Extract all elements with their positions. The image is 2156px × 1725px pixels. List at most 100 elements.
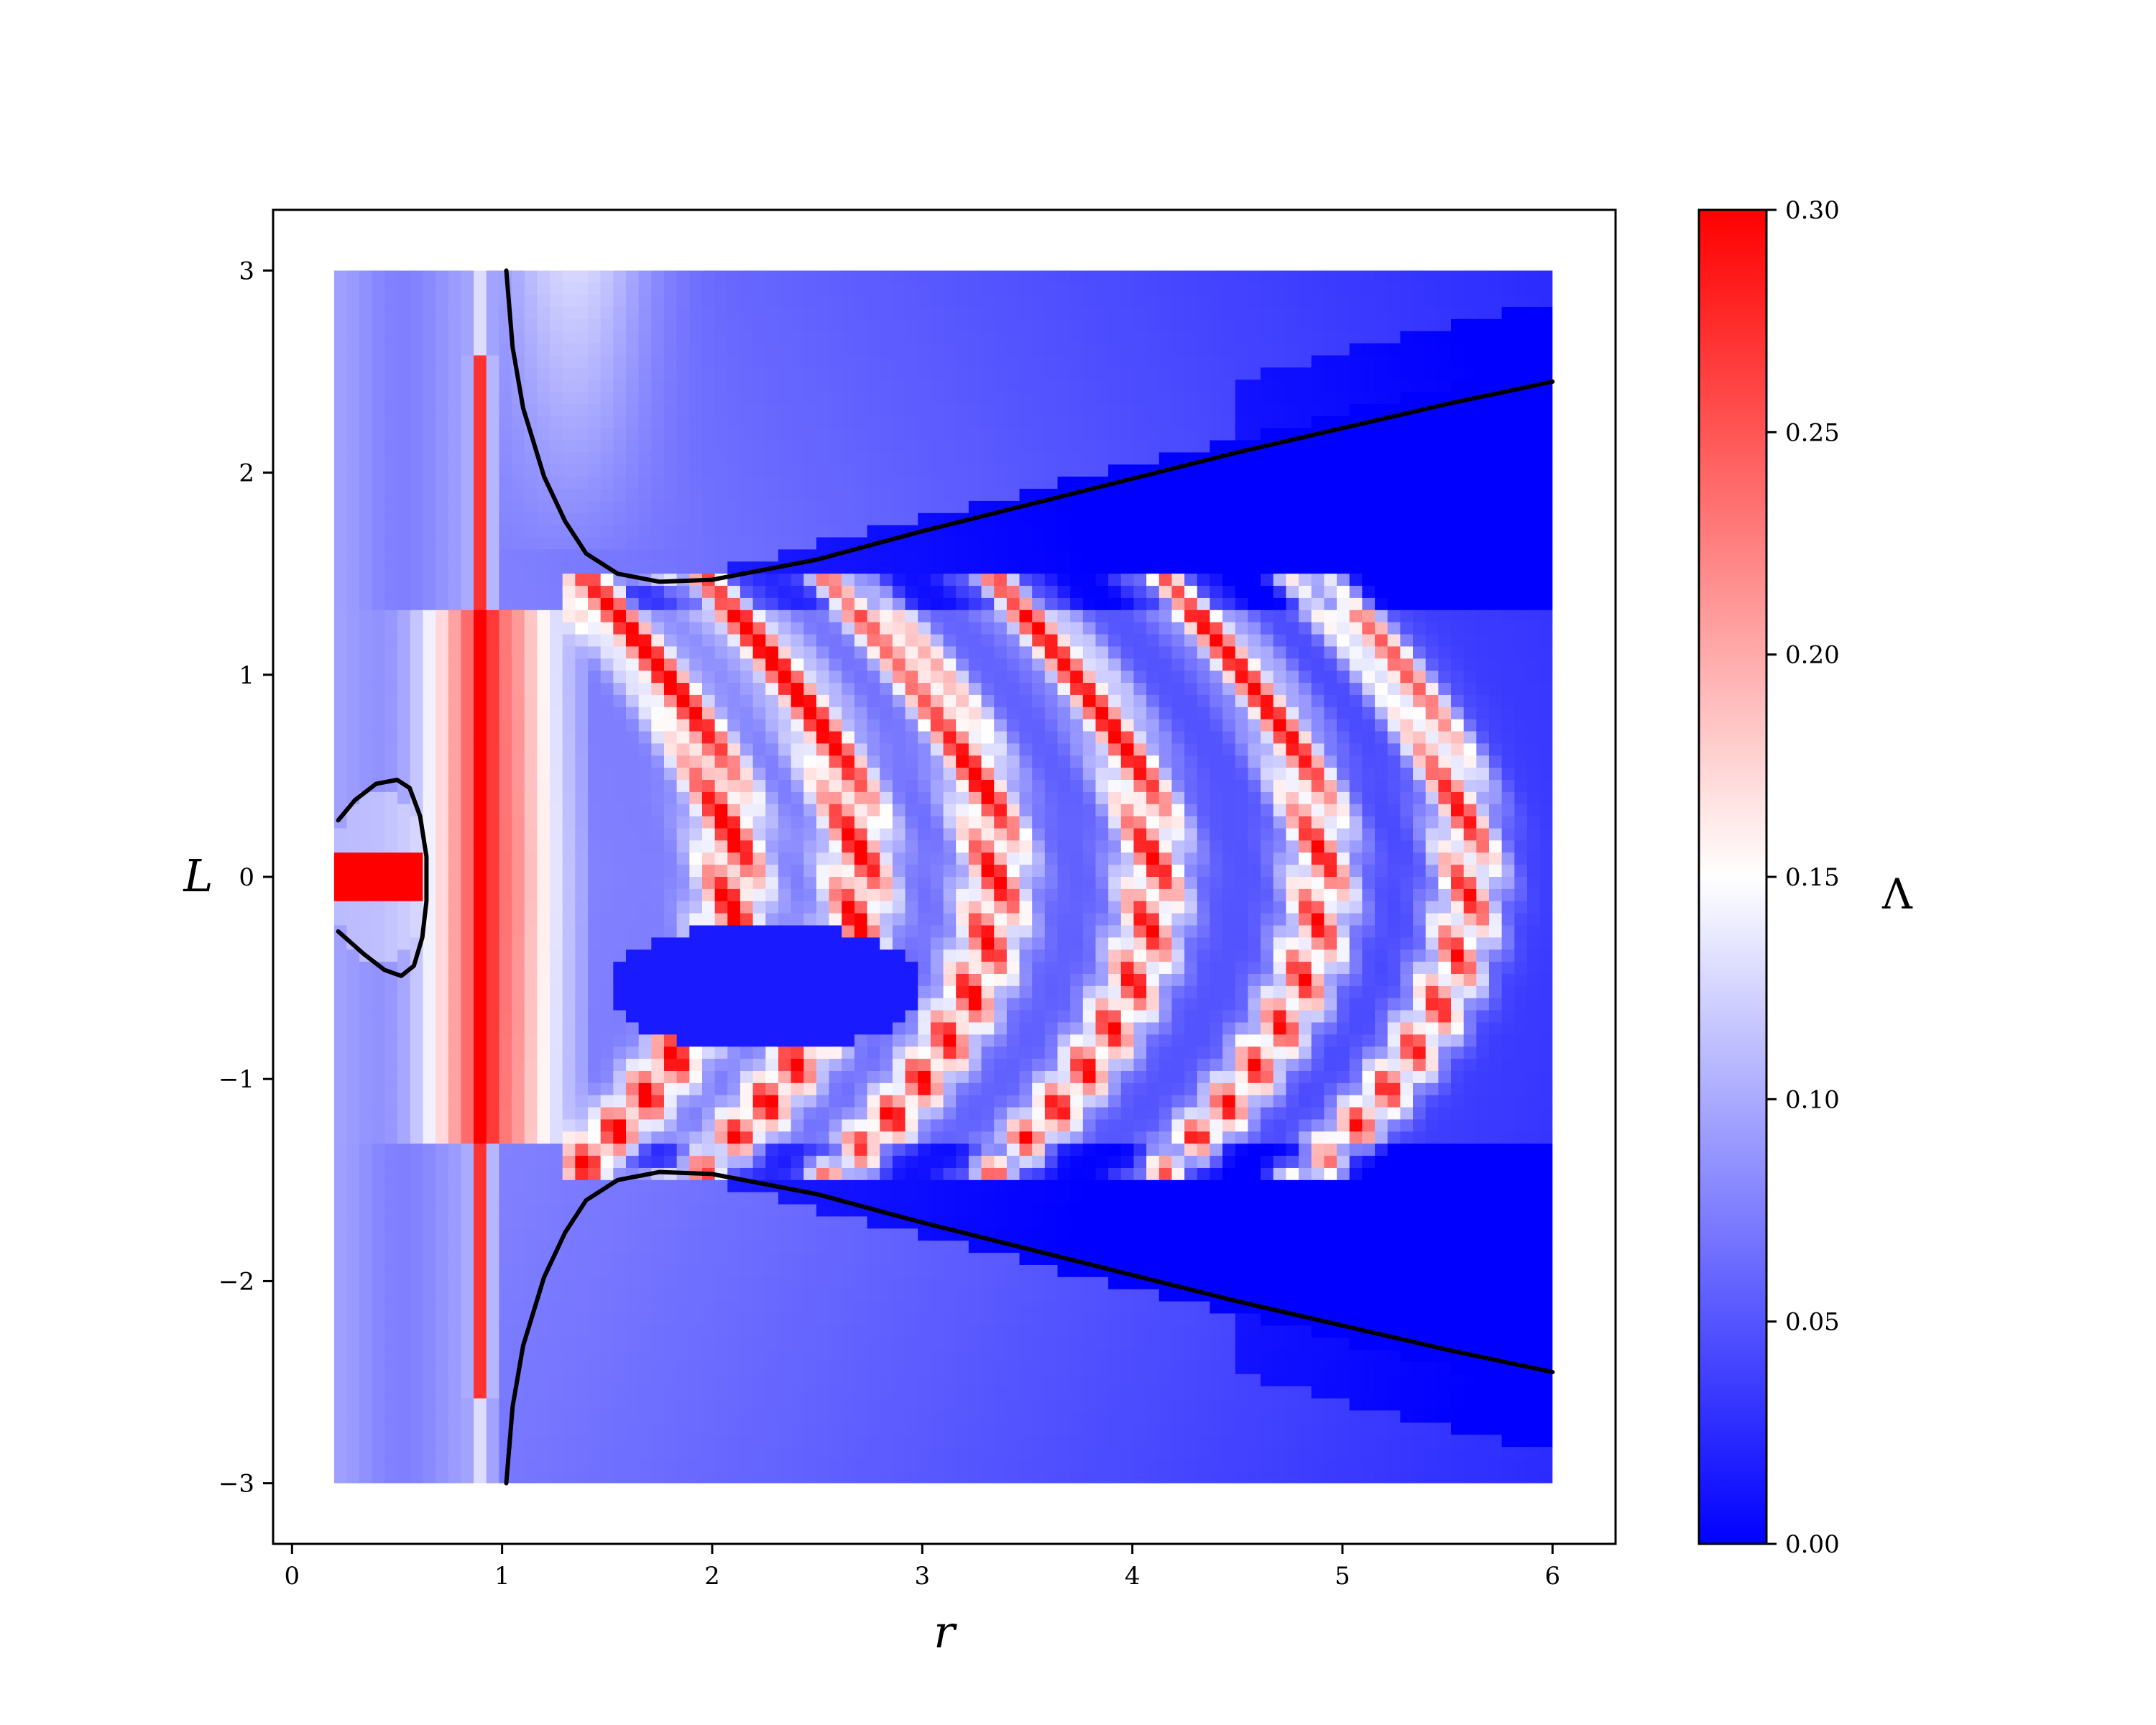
heatmap-cell [829, 755, 842, 768]
heatmap-cell [752, 610, 766, 623]
heatmap-cell [486, 1435, 499, 1448]
heatmap-cell [436, 1046, 449, 1059]
heatmap-cell [575, 1022, 589, 1035]
heatmap-cell [765, 646, 779, 659]
heatmap-cell [499, 597, 512, 611]
heatmap-cell [626, 1458, 640, 1472]
heatmap-cell [689, 1119, 703, 1132]
heatmap-cell [588, 1144, 602, 1156]
heatmap-cell [676, 973, 690, 987]
heatmap-cell [524, 477, 538, 489]
heatmap-cell [816, 574, 830, 586]
heatmap-cell [918, 671, 931, 684]
heatmap-cell [842, 392, 855, 405]
heatmap-cell [727, 1107, 741, 1121]
heatmap-cell [676, 622, 690, 635]
heatmap-cell [765, 477, 779, 489]
heatmap-cell [537, 1156, 550, 1169]
heatmap-cell [676, 1253, 690, 1266]
heatmap-cell [562, 707, 576, 720]
heatmap-cell [448, 1082, 461, 1096]
heatmap-cell [346, 367, 360, 380]
heatmap-cell [842, 1216, 855, 1229]
heatmap-cell [448, 985, 461, 999]
heatmap-cell [588, 1458, 602, 1472]
heatmap-cell [524, 1374, 538, 1387]
heatmap-cell [562, 1034, 576, 1047]
heatmap-cell [956, 1386, 969, 1399]
heatmap-cell [701, 694, 716, 708]
heatmap-cell [461, 428, 474, 441]
heatmap-cell [854, 1228, 868, 1241]
heatmap-cell [486, 428, 499, 441]
heatmap-cell [588, 646, 602, 659]
heatmap-cell [689, 1034, 703, 1047]
heatmap-cell [626, 901, 640, 914]
heatmap-cell [663, 804, 678, 817]
heatmap-cell [803, 574, 817, 586]
heatmap-cell [436, 622, 449, 635]
heatmap-cell [550, 743, 563, 756]
heatmap-cell [613, 1070, 627, 1084]
heatmap-cell [676, 1034, 690, 1047]
heatmap-cell [651, 1059, 665, 1072]
heatmap-cell [791, 683, 804, 696]
heatmap-cell [918, 694, 931, 708]
heatmap-cell [524, 318, 538, 332]
heatmap-cell [372, 1374, 386, 1387]
heatmap-cell [663, 464, 678, 477]
heatmap-cell [918, 597, 931, 611]
heatmap-cell [486, 1095, 499, 1108]
heatmap-cell [829, 1022, 842, 1035]
heatmap-cell [803, 464, 817, 477]
heatmap-cell [372, 998, 386, 1011]
heatmap-cell [537, 816, 550, 829]
heatmap-cell [359, 549, 373, 562]
heatmap-cell [676, 1386, 690, 1399]
heatmap-cell [943, 537, 957, 551]
heatmap-cell [829, 318, 842, 332]
heatmap-cell [829, 428, 842, 441]
heatmap-cell [905, 574, 918, 586]
heatmap-cell [638, 343, 652, 356]
heatmap-cell [397, 791, 411, 805]
heatmap-cell [613, 877, 627, 890]
heatmap-cell [410, 768, 424, 781]
heatmap-cell [436, 1216, 449, 1229]
heatmap-cell [867, 1131, 880, 1144]
heatmap-cell [626, 1179, 640, 1193]
heatmap-cell [803, 331, 817, 344]
heatmap-cell [791, 1059, 804, 1072]
heatmap-cell [816, 1059, 830, 1072]
heatmap-cell [803, 791, 817, 805]
heatmap-cell [397, 1398, 411, 1411]
heatmap-cell [550, 597, 563, 611]
heatmap-cell [740, 489, 754, 502]
heatmap-cell [359, 525, 373, 538]
heatmap-cell [600, 1447, 614, 1460]
heatmap-cell [880, 489, 893, 502]
heatmap-cell [867, 828, 880, 841]
heatmap-cell [626, 913, 640, 926]
heatmap-cell [791, 1156, 804, 1169]
heatmap-cell [854, 1289, 868, 1302]
heatmap-cell [930, 1022, 944, 1035]
heatmap-cell [829, 1338, 842, 1351]
heatmap-cell [333, 1289, 348, 1302]
heatmap-cell [448, 768, 461, 781]
heatmap-cell [626, 1374, 640, 1387]
heatmap-cell [791, 1313, 804, 1326]
heatmap-cell [803, 415, 817, 429]
heatmap-cell [626, 998, 640, 1011]
heatmap-cell [892, 597, 906, 611]
heatmap-cell [752, 1095, 766, 1108]
heatmap-cell [842, 1059, 855, 1072]
heatmap-cell [727, 489, 741, 502]
heatmap-cell [638, 901, 652, 914]
heatmap-cell [474, 1204, 487, 1218]
heatmap-cell [740, 1276, 754, 1290]
heatmap-cell [905, 1167, 918, 1181]
heatmap-cell [550, 1471, 563, 1484]
heatmap-cell [663, 743, 678, 756]
heatmap-cell [930, 1059, 944, 1072]
